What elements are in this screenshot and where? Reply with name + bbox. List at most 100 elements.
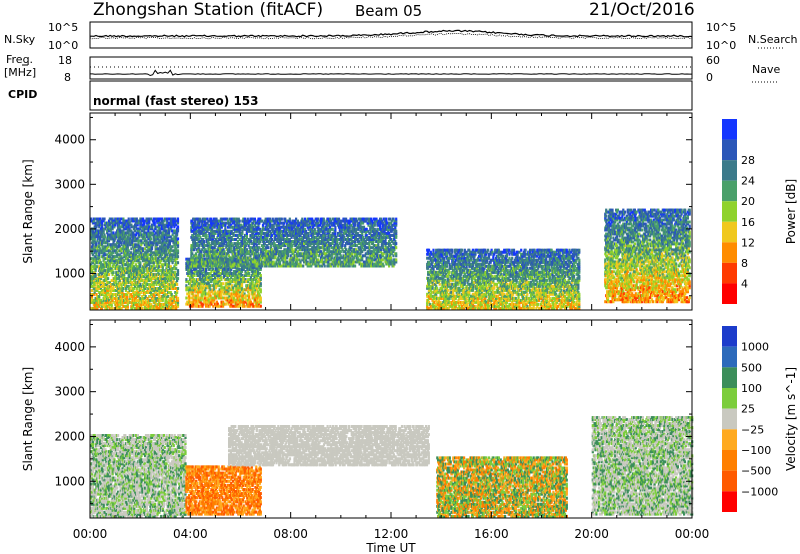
power-cell: [135, 227, 138, 231]
freq-panel-frame: [89, 56, 693, 80]
power-cell: [116, 304, 119, 308]
power-cell: [98, 253, 101, 257]
power-cell: [115, 231, 118, 235]
power-cell: [136, 255, 139, 259]
power-cell: [138, 279, 141, 283]
power-cell: [123, 273, 126, 277]
power-cell: [126, 229, 129, 233]
power-cell: [101, 271, 104, 275]
power-cell: [99, 275, 103, 279]
power-cell: [127, 265, 130, 269]
power-cell: [220, 276, 223, 280]
power-cell: [99, 239, 102, 243]
power-cell: [142, 225, 145, 229]
power-cell: [90, 265, 94, 269]
power-cell: [142, 283, 145, 286]
power-cell: [145, 263, 148, 267]
power-cell: [135, 306, 138, 310]
power-cell: [116, 300, 119, 304]
power-cell: [120, 293, 123, 296]
power-cell: [136, 293, 139, 296]
nave-label: Nave: [752, 64, 780, 75]
power-cell: [150, 249, 153, 253]
power-cell: [123, 231, 126, 235]
power-cell: [132, 261, 135, 265]
power-cell: [134, 283, 137, 286]
power-cell: [92, 219, 95, 223]
power-cell: [139, 263, 142, 267]
power-cell: [142, 296, 145, 300]
power-cell: [100, 285, 103, 288]
power-cell: [92, 275, 95, 279]
power-cell: [91, 261, 94, 265]
power-cell: [139, 227, 142, 231]
power-cell: [124, 269, 128, 273]
power-cell: [90, 293, 93, 296]
power-cell: [118, 245, 121, 249]
power-cell: [110, 253, 113, 257]
power-cell: [90, 237, 93, 241]
power-cell: [147, 253, 150, 257]
power-cell: [120, 217, 123, 221]
power-cell: [112, 251, 115, 255]
power-cell: [91, 273, 94, 277]
power-cell: [128, 289, 131, 292]
power-cell: [133, 300, 136, 304]
power-cell: [146, 296, 149, 300]
power-cell: [145, 253, 148, 257]
power-cell: [142, 219, 146, 223]
power-cell: [109, 291, 112, 294]
power-cell: [108, 263, 111, 267]
power-cell: [149, 306, 152, 310]
power-cell: [106, 231, 109, 235]
power-cell: [93, 237, 96, 241]
power-cell: [144, 257, 147, 261]
power-cell: [202, 258, 205, 262]
power-cell: [110, 237, 113, 241]
power-cell: [102, 259, 105, 263]
power-cell: [120, 267, 123, 271]
power-cell: [121, 296, 124, 300]
power-cell: [109, 285, 112, 288]
power-cell: [100, 267, 103, 271]
power-cell: [150, 287, 154, 290]
power-cell: [110, 261, 113, 265]
power-cell: [141, 229, 144, 233]
power-cell: [133, 247, 137, 251]
power-cell: [101, 300, 104, 304]
power-cell: [106, 283, 109, 286]
power-cell: [122, 237, 125, 241]
power-cell: [97, 229, 100, 233]
power-cell: [94, 223, 97, 227]
power-cell: [120, 225, 123, 229]
power-cell: [102, 253, 105, 257]
power-cell: [116, 259, 119, 263]
power-cell: [140, 251, 143, 255]
power-cell: [137, 227, 140, 231]
power-cell: [107, 245, 110, 249]
power-cell: [109, 245, 112, 249]
power-cell: [138, 293, 141, 296]
power-cell: [123, 275, 126, 279]
power-cell: [111, 273, 114, 277]
power-cell: [118, 281, 121, 285]
power-cell: [112, 289, 115, 292]
power-cell: [149, 287, 152, 290]
power-cell: [176, 287, 180, 290]
power-cell: [126, 257, 129, 261]
power-cell: [95, 245, 98, 249]
power-cell: [92, 267, 95, 271]
power-cell: [148, 304, 151, 308]
power-cell: [143, 239, 146, 243]
power-cell: [99, 263, 103, 267]
power-cell: [124, 237, 128, 241]
power-cell: [100, 239, 103, 243]
power-cell: [117, 296, 120, 300]
power-cell: [150, 237, 153, 241]
power-cell: [136, 237, 139, 241]
power-cell: [133, 255, 137, 259]
power-cell: [100, 273, 103, 277]
power-cell: [100, 243, 103, 247]
power-cell: [133, 235, 137, 239]
power-cell: [147, 223, 150, 227]
